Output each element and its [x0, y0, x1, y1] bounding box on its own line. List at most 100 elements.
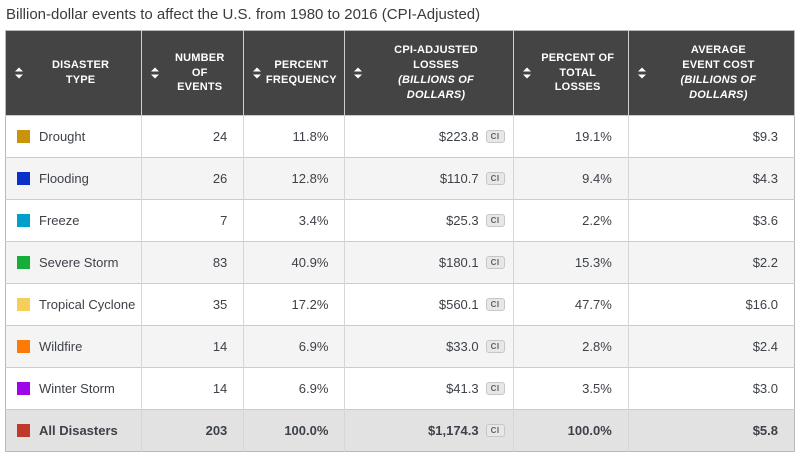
ci-badge[interactable]: CI: [485, 130, 505, 143]
table-row: Winter Storm 14 6.9% $41.3 CI 3.5% $3.0: [5, 367, 795, 410]
average-event-cost-cell: $2.4: [627, 325, 795, 368]
percent-total-losses-cell: 2.8%: [512, 325, 629, 368]
column-title: CPI-ADJUSTED LOSSES: [394, 44, 478, 72]
column-header-percent-of-total-losses[interactable]: PERCENT OF TOTAL LOSSES: [512, 30, 629, 116]
disaster-color-swatch: [17, 130, 30, 143]
sort-icon: [151, 67, 160, 79]
ci-badge[interactable]: CI: [485, 172, 505, 185]
disaster-type-label: Freeze: [39, 213, 80, 228]
table-row: Tropical Cyclone 35 17.2% $560.1 CI 47.7%…: [5, 283, 795, 326]
disaster-type-cell: Tropical Cyclone: [5, 283, 142, 326]
events-count-cell: 7: [141, 199, 244, 242]
column-title: AVERAGE EVENT COST: [682, 44, 755, 72]
cpi-losses-cell: $560.1 CI: [344, 283, 514, 326]
column-header-disaster-type[interactable]: DISASTER TYPE: [5, 30, 142, 116]
column-subtitle: (BILLIONS OF DOLLARS): [398, 74, 474, 101]
disaster-color-swatch: [17, 382, 30, 395]
disaster-color-swatch: [17, 340, 30, 353]
column-title: DISASTER TYPE: [51, 59, 110, 86]
events-count-cell: 26: [141, 157, 244, 200]
column-title: NUMBER OF EVENTS: [174, 51, 225, 94]
disaster-type-cell: Severe Storm: [5, 241, 142, 284]
average-event-cost-cell: $2.2: [627, 241, 795, 284]
disaster-color-swatch: [17, 172, 30, 185]
column-subtitle: (BILLIONS OF DOLLARS): [680, 74, 757, 101]
percent-frequency-cell: 6.9%: [243, 367, 345, 410]
percent-total-losses-cell: 2.2%: [512, 199, 629, 242]
disaster-type-label: Winter Storm: [39, 381, 115, 396]
average-event-cost-cell: $3.6: [627, 199, 795, 242]
average-event-cost-cell: $9.3: [627, 115, 795, 158]
page: Billion-dollar events to affect the U.S.…: [5, 6, 795, 452]
events-count-cell: 14: [141, 367, 244, 410]
table-row: Severe Storm 83 40.9% $180.1 CI 15.3% $2.…: [5, 241, 795, 284]
disaster-type-label: Flooding: [39, 171, 89, 186]
cpi-losses-cell: $25.3 CI: [344, 199, 514, 242]
cpi-losses-value: $223.8: [438, 129, 479, 144]
percent-total-losses-cell: 3.5%: [512, 367, 629, 410]
header-row: DISASTER TYPE NUMBER OF EVENTS PERCENT F…: [5, 30, 795, 116]
cpi-losses-value: $110.7: [439, 171, 479, 186]
ci-badge[interactable]: CI: [485, 256, 505, 269]
cpi-losses-value: $33.0: [446, 339, 479, 354]
disaster-type-label: All Disasters: [39, 423, 118, 438]
disaster-type-cell: Freeze: [5, 199, 142, 242]
disaster-type-cell: Winter Storm: [5, 367, 142, 410]
average-event-cost-cell: $16.0: [627, 283, 795, 326]
sort-icon: [15, 67, 23, 79]
average-event-cost-cell: $4.3: [627, 157, 795, 200]
table-header: DISASTER TYPE NUMBER OF EVENTS PERCENT F…: [5, 30, 795, 116]
column-header-percent-frequency[interactable]: PERCENT FREQUENCY: [243, 30, 345, 116]
ci-badge[interactable]: CI: [485, 298, 505, 311]
cpi-losses-value: $25.3: [446, 213, 479, 228]
average-event-cost-cell: $3.0: [627, 367, 795, 410]
disaster-type-label: Tropical Cyclone: [39, 297, 136, 312]
disaster-type-cell: All Disasters: [5, 409, 142, 452]
disaster-color-swatch: [17, 214, 30, 227]
page-title: Billion-dollar events to affect the U.S.…: [6, 6, 481, 23]
percent-frequency-cell: 6.9%: [243, 325, 345, 368]
sort-icon: [522, 67, 531, 79]
ci-badge[interactable]: CI: [485, 382, 505, 395]
ci-badge[interactable]: CI: [485, 214, 505, 227]
column-header-average-event-cost[interactable]: AVERAGE EVENT COST (BILLIONS OF DOLLARS): [627, 30, 795, 116]
column-title: PERCENT OF TOTAL LOSSES: [541, 51, 615, 94]
table-row: Drought 24 11.8% $223.8 CI 19.1% $9.3: [5, 115, 795, 158]
percent-total-losses-cell: 100.0%: [512, 409, 629, 452]
percent-frequency-cell: 11.8%: [243, 115, 345, 158]
disaster-color-swatch: [17, 256, 30, 269]
ci-badge[interactable]: CI: [485, 424, 505, 437]
disaster-type-cell: Flooding: [5, 157, 142, 200]
cpi-losses-value: $1,174.3: [428, 423, 479, 438]
column-header-cpi-adjusted-losses[interactable]: CPI-ADJUSTED LOSSES (BILLIONS OF DOLLARS): [344, 30, 514, 116]
cpi-losses-value: $180.1: [438, 255, 479, 270]
disaster-color-swatch: [17, 424, 30, 437]
table-row: Flooding 26 12.8% $110.7 CI 9.4% $4.3: [5, 157, 795, 200]
sort-icon: [637, 67, 646, 79]
column-title: PERCENT FREQUENCY: [265, 59, 337, 86]
table-row: Wildfire 14 6.9% $33.0 CI 2.8% $2.4: [5, 325, 795, 368]
cpi-losses-cell: $33.0 CI: [344, 325, 514, 368]
percent-frequency-cell: 3.4%: [243, 199, 345, 242]
disaster-type-label: Severe Storm: [39, 255, 119, 270]
cpi-losses-value: $560.1: [438, 297, 479, 312]
events-count-cell: 24: [141, 115, 244, 158]
percent-total-losses-cell: 9.4%: [512, 157, 629, 200]
cpi-losses-cell: $41.3 CI: [344, 367, 514, 410]
events-count-cell: 203: [141, 409, 244, 452]
cpi-losses-cell: $1,174.3 CI: [344, 409, 514, 452]
column-header-number-of-events[interactable]: NUMBER OF EVENTS: [141, 30, 244, 116]
sort-icon: [253, 67, 262, 79]
disaster-type-cell: Wildfire: [5, 325, 142, 368]
percent-total-losses-cell: 19.1%: [512, 115, 629, 158]
events-count-cell: 14: [141, 325, 244, 368]
ci-badge[interactable]: CI: [485, 340, 505, 353]
sort-icon: [354, 67, 363, 79]
percent-total-losses-cell: 15.3%: [512, 241, 629, 284]
cpi-losses-cell: $223.8 CI: [344, 115, 514, 158]
disaster-type-cell: Drought: [5, 115, 142, 158]
table-row: All Disasters 203 100.0% $1,174.3 CI 100.…: [5, 409, 795, 452]
cpi-losses-value: $41.3: [446, 381, 479, 396]
percent-frequency-cell: 40.9%: [243, 241, 345, 284]
percent-frequency-cell: 12.8%: [243, 157, 345, 200]
